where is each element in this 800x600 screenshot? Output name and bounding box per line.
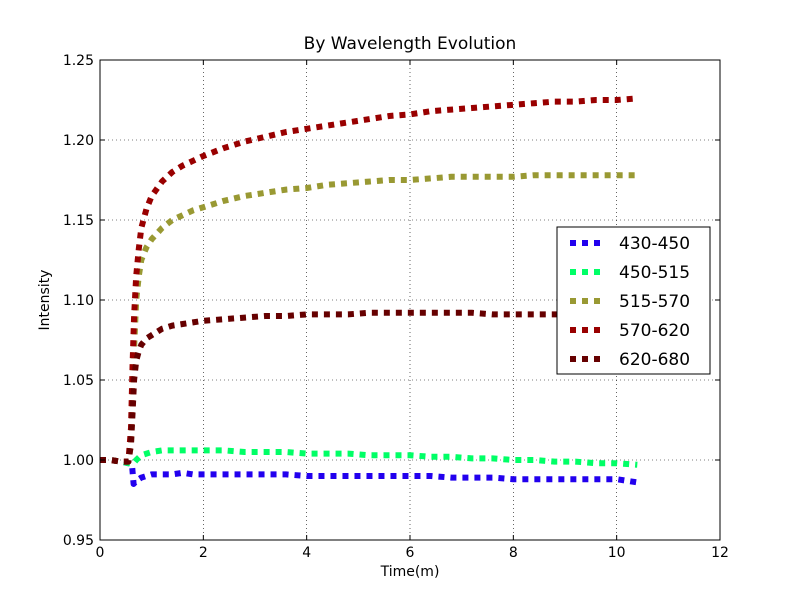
y-tick-label: 1.25 — [63, 53, 94, 69]
series-line-620-680 — [100, 309, 638, 465]
legend: 430-450 450-515 515-570 570-620 620-680 — [556, 226, 711, 375]
legend-label-620-680: 620-680 — [619, 350, 690, 370]
x-tick-label: 8 — [509, 545, 518, 561]
legend-label-450-515: 450-515 — [619, 263, 690, 283]
y-tick-label: 1.10 — [63, 293, 94, 309]
x-tick-label: 0 — [96, 545, 105, 561]
y-tick-label: 1.05 — [63, 373, 94, 389]
y-axis-label: Intensity — [37, 270, 53, 331]
series-lines — [100, 95, 638, 487]
legend-label-570-620: 570-620 — [619, 321, 690, 341]
axis-ticks: 0 2 4 6 8 10 12 0.95 1.00 1.05 1.10 1.15 1.20 1.25 — [63, 53, 729, 561]
series-line-430-450 — [100, 457, 638, 487]
x-tick-label: 12 — [711, 545, 729, 561]
y-tick-label: 1.00 — [63, 453, 94, 469]
chart-title: By Wavelength Evolution — [304, 34, 517, 54]
x-tick-label: 6 — [406, 545, 415, 561]
x-tick-label: 2 — [199, 545, 208, 561]
series-line-515-570 — [100, 172, 638, 465]
y-tick-label: 1.20 — [63, 133, 94, 149]
legend-label-430-450: 430-450 — [619, 234, 690, 254]
y-tick-label: 0.95 — [63, 533, 94, 549]
y-tick-label: 1.15 — [63, 213, 94, 229]
x-tick-label: 4 — [302, 545, 311, 561]
x-tick-label: 10 — [608, 545, 626, 561]
x-axis-label: Time(m) — [380, 564, 440, 580]
legend-label-515-570: 515-570 — [619, 292, 690, 312]
series-line-450-515 — [100, 447, 638, 468]
series-line-570-620 — [100, 95, 638, 465]
